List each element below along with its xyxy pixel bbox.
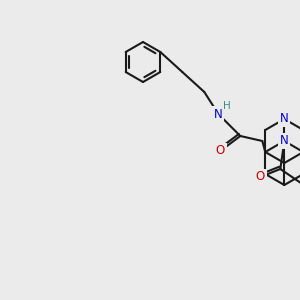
Text: O: O [256,170,265,184]
Text: O: O [216,145,225,158]
Text: N: N [280,134,289,148]
Text: H: H [224,101,231,111]
Text: N: N [214,107,223,121]
Text: N: N [280,112,289,125]
